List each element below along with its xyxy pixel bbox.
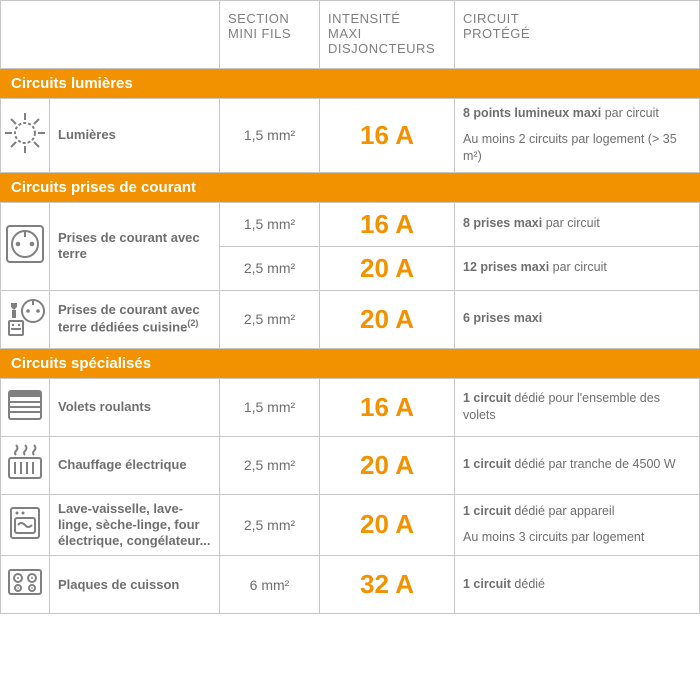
- row-name: Prises de courant avec terre: [50, 202, 220, 290]
- table-row: Lave-vaisselle, lave-linge, sèche-linge,…: [1, 494, 700, 556]
- row-protege: 12 prises maxi par circuit: [455, 246, 700, 290]
- row-section: 1,5 mm²: [220, 99, 320, 173]
- header-blank: [1, 1, 220, 69]
- kitchen-outlet-icon: [1, 290, 50, 348]
- row-amp: 20 A: [320, 246, 455, 290]
- outlet-icon: [1, 202, 50, 290]
- row-protege: 1 circuit dédié pour l'ensemble des vole…: [455, 378, 700, 436]
- row-amp: 20 A: [320, 494, 455, 556]
- header-circuit: CIRCUITPROTÉGÉ: [455, 1, 700, 69]
- section-lumieres: Circuits lumières: [1, 69, 700, 99]
- header-section: SECTIONMINI FILS: [220, 1, 320, 69]
- section-title: Circuits prises de courant: [1, 172, 700, 202]
- row-amp: 16 A: [320, 99, 455, 173]
- row-name: Chauffage électrique: [50, 436, 220, 494]
- row-section: 2,5 mm²: [220, 246, 320, 290]
- row-section: 2,5 mm²: [220, 290, 320, 348]
- row-protege: 8 points lumineux maxi par circuit Au mo…: [455, 99, 700, 173]
- row-name: Lave-vaisselle, lave-linge, sèche-linge,…: [50, 494, 220, 556]
- light-icon: [1, 99, 50, 173]
- row-protege: 1 circuit dédié par tranche de 4500 W: [455, 436, 700, 494]
- row-protege: 8 prises maxi par circuit: [455, 202, 700, 246]
- section-prises: Circuits prises de courant: [1, 172, 700, 202]
- row-protege: 6 prises maxi: [455, 290, 700, 348]
- table-header-row: SECTIONMINI FILS INTENSITÉMAXIDISJONCTEU…: [1, 1, 700, 69]
- table-row: Chauffage électrique 2,5 mm² 20 A 1 circ…: [1, 436, 700, 494]
- row-name: Plaques de cuisson: [50, 556, 220, 614]
- section-title: Circuits lumières: [1, 69, 700, 99]
- row-amp: 20 A: [320, 290, 455, 348]
- row-section: 1,5 mm²: [220, 202, 320, 246]
- row-amp: 16 A: [320, 202, 455, 246]
- section-specialises: Circuits spécialisés: [1, 348, 700, 378]
- table-row: Plaques de cuisson 6 mm² 32 A 1 circuit …: [1, 556, 700, 614]
- heater-icon: [1, 436, 50, 494]
- circuits-table: SECTIONMINI FILS INTENSITÉMAXIDISJONCTEU…: [0, 0, 700, 614]
- hob-icon: [1, 556, 50, 614]
- table-row: Volets roulants 1,5 mm² 16 A 1 circuit d…: [1, 378, 700, 436]
- row-name: Volets roulants: [50, 378, 220, 436]
- row-section: 6 mm²: [220, 556, 320, 614]
- table-row: Prises de courant avec terre 1,5 mm² 16 …: [1, 202, 700, 246]
- row-amp: 32 A: [320, 556, 455, 614]
- row-amp: 20 A: [320, 436, 455, 494]
- table-row: Lumières 1,5 mm² 16 A 8 points lumineux …: [1, 99, 700, 173]
- row-section: 2,5 mm²: [220, 436, 320, 494]
- section-title: Circuits spécialisés: [1, 348, 700, 378]
- shutter-icon: [1, 378, 50, 436]
- row-section: 2,5 mm²: [220, 494, 320, 556]
- row-amp: 16 A: [320, 378, 455, 436]
- appliances-icon: [1, 494, 50, 556]
- row-section: 1,5 mm²: [220, 378, 320, 436]
- row-protege: 1 circuit dédié: [455, 556, 700, 614]
- row-name: Lumières: [50, 99, 220, 173]
- row-protege: 1 circuit dédié par appareil Au moins 3 …: [455, 494, 700, 556]
- row-name: Prises de courant avec terre dédiées cui…: [50, 290, 220, 348]
- header-intensity: INTENSITÉMAXIDISJONCTEURS: [320, 1, 455, 69]
- table-row: Prises de courant avec terre dédiées cui…: [1, 290, 700, 348]
